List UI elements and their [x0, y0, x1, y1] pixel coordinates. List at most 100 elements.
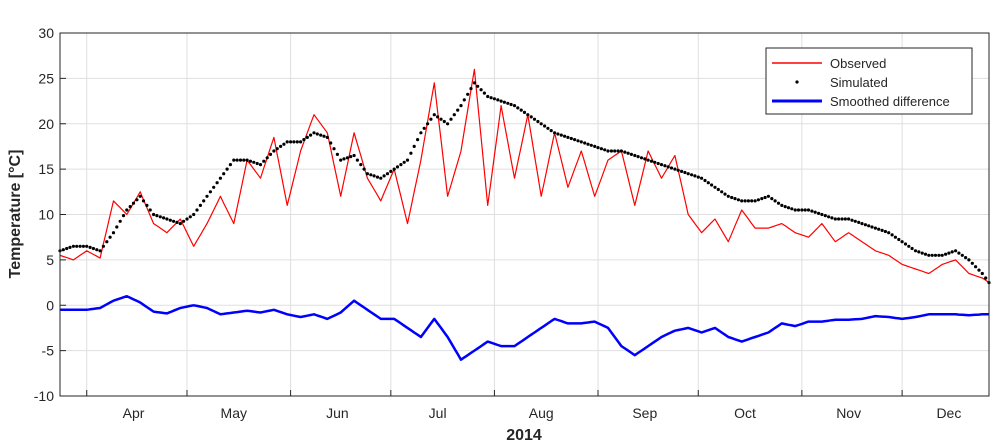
simulated-point: [974, 265, 978, 269]
simulated-point: [522, 110, 527, 114]
simulated-point: [546, 126, 550, 130]
simulated-point: [947, 251, 951, 255]
simulated-point: [155, 214, 159, 218]
simulated-point: [405, 158, 410, 162]
x-tick-label: Oct: [734, 405, 756, 421]
simulated-point: [272, 149, 276, 153]
simulated-point: [325, 135, 329, 139]
simulated-point: [863, 223, 868, 227]
simulated-point: [526, 113, 530, 117]
simulated-point: [332, 147, 336, 151]
simulated-point: [730, 195, 734, 200]
legend: Observed Simulated Smoothed difference: [765, 47, 973, 115]
simulated-point: [115, 225, 119, 229]
simulated-point: [980, 271, 984, 276]
simulated-point: [877, 227, 881, 231]
simulated-point: [439, 117, 443, 121]
simulated-point: [419, 131, 423, 135]
simulated-point: [208, 190, 212, 194]
simulated-point: [669, 166, 674, 170]
simulated-point: [960, 253, 964, 257]
simulated-point: [726, 194, 730, 198]
simulated-point: [820, 212, 824, 217]
simulated-point: [643, 157, 647, 161]
simulated-point: [633, 153, 637, 158]
simulated-point: [68, 245, 72, 249]
simulated-point: [649, 159, 654, 163]
simulated-point: [696, 175, 700, 179]
simulated-point: [105, 240, 109, 244]
simulated-point: [639, 156, 644, 160]
simulated-point: [823, 214, 827, 218]
simulated-point: [282, 142, 286, 146]
series-simulated: [58, 81, 991, 285]
simulated-point: [940, 253, 944, 257]
simulated-point: [703, 178, 707, 183]
simulated-point: [232, 158, 236, 162]
simulated-point: [305, 135, 309, 139]
simulated-point: [78, 244, 82, 248]
simulated-point: [172, 219, 176, 223]
simulated-point: [636, 155, 640, 159]
simulated-point: [532, 117, 537, 121]
simulated-point: [349, 155, 353, 159]
simulated-point: [302, 138, 306, 142]
y-tick-label: -5: [42, 343, 55, 359]
simulated-point: [770, 197, 774, 201]
simulated-point: [212, 185, 216, 189]
simulated-point: [860, 222, 864, 226]
simulated-point: [436, 115, 440, 119]
simulated-point: [800, 208, 804, 212]
simulated-point: [589, 143, 593, 147]
simulated-point: [817, 211, 821, 215]
simulated-point: [469, 87, 473, 91]
simulated-point: [91, 246, 95, 251]
simulated-point: [970, 261, 974, 265]
y-axis-title: Temperature [°C]: [7, 150, 24, 279]
simulated-point: [706, 181, 710, 185]
simulated-point: [268, 152, 273, 156]
y-tick-label: 20: [38, 116, 54, 132]
simulated-point: [576, 139, 580, 143]
simulated-point: [883, 229, 888, 234]
simulated-point: [867, 224, 871, 228]
simulated-point: [880, 228, 884, 232]
simulated-point: [385, 172, 390, 176]
simulated-point: [88, 245, 92, 249]
simulated-point: [857, 220, 861, 224]
simulated-point: [977, 268, 981, 272]
simulated-point: [426, 122, 430, 126]
simulated-point: [653, 160, 657, 164]
simulated-point: [766, 194, 771, 198]
simulated-point: [606, 149, 610, 153]
legend-simulated-swatch: [795, 80, 799, 84]
simulated-point: [693, 174, 697, 178]
simulated-point: [776, 201, 781, 205]
simulated-point: [984, 276, 988, 280]
simulated-point: [750, 199, 754, 203]
simulated-point: [215, 181, 219, 185]
simulated-point: [402, 160, 406, 164]
simulated-point: [462, 98, 466, 102]
simulated-point: [686, 172, 690, 176]
simulated-point: [569, 136, 573, 141]
simulated-point: [262, 159, 266, 163]
simulated-point: [954, 249, 958, 253]
simulated-point: [188, 215, 192, 219]
simulated-point: [796, 208, 801, 212]
simulated-point: [312, 131, 316, 135]
simulated-point: [944, 252, 948, 256]
simulated-point: [389, 169, 393, 173]
simulated-point: [222, 172, 226, 176]
simulated-point: [549, 129, 553, 133]
simulated-point: [529, 115, 533, 119]
simulated-point: [626, 151, 630, 155]
simulated-point: [583, 141, 587, 145]
simulated-point: [950, 250, 954, 254]
simulated-point: [168, 218, 172, 222]
simulated-point: [783, 205, 787, 209]
simulated-point: [145, 203, 149, 207]
simulated-point: [793, 208, 797, 212]
simulated-point: [335, 152, 339, 156]
simulated-point: [489, 96, 493, 100]
